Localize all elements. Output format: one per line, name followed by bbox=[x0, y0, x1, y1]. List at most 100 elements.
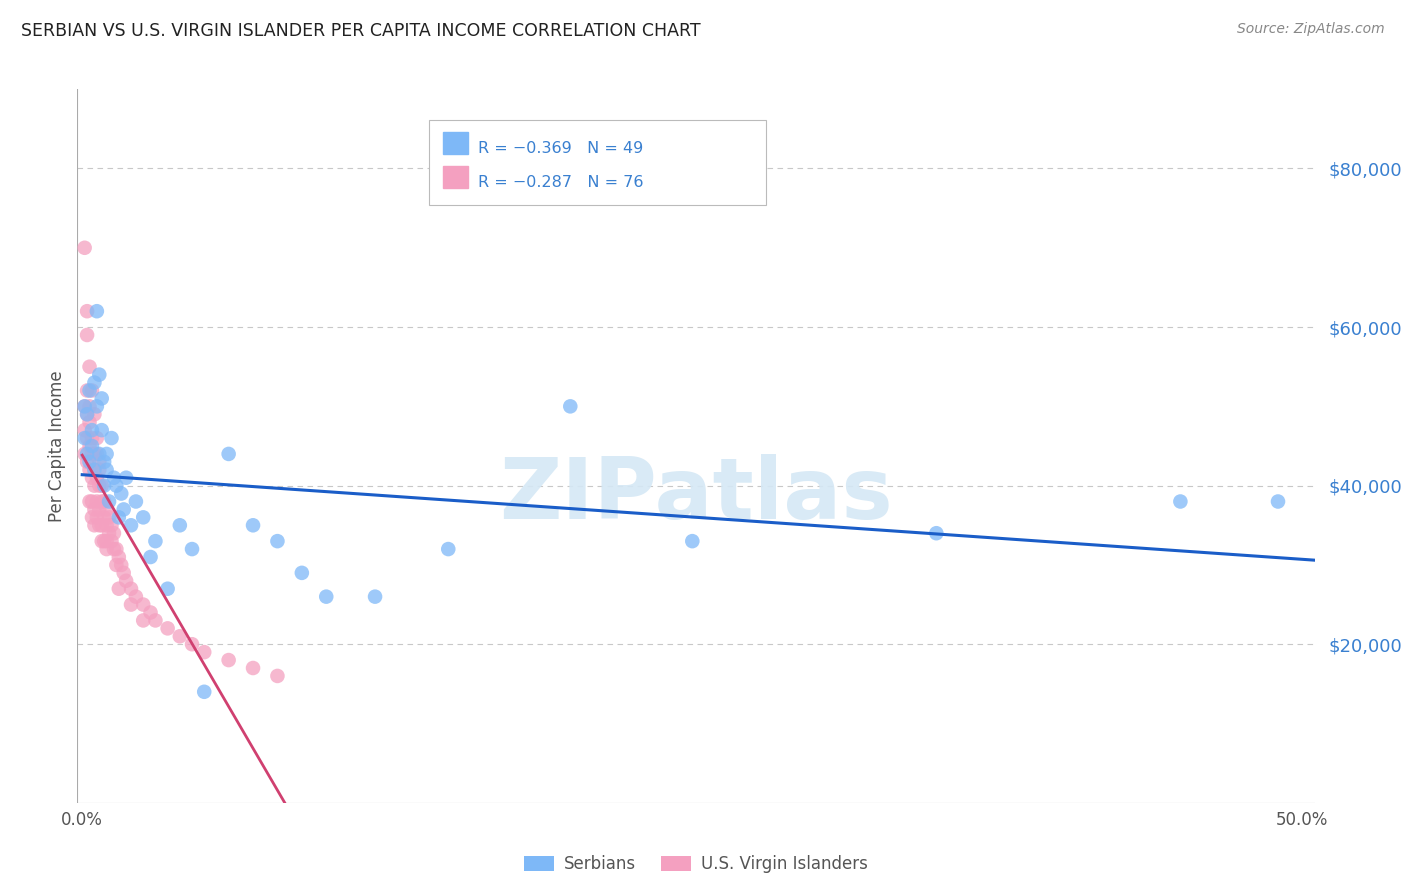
Point bbox=[100, 431, 122, 445]
Point bbox=[90, 534, 112, 549]
Point bbox=[73, 400, 96, 414]
Point bbox=[79, 400, 101, 414]
Y-axis label: Per Capita Income: Per Capita Income bbox=[48, 370, 66, 522]
Point bbox=[112, 502, 135, 516]
Point bbox=[80, 439, 103, 453]
Point bbox=[1267, 494, 1289, 508]
Point bbox=[96, 518, 118, 533]
Point bbox=[86, 304, 108, 318]
Point bbox=[1170, 494, 1192, 508]
Point bbox=[90, 392, 112, 406]
Point bbox=[145, 534, 167, 549]
Point bbox=[93, 494, 115, 508]
Point bbox=[83, 518, 105, 533]
Point bbox=[80, 431, 103, 445]
Point bbox=[79, 415, 101, 429]
Point bbox=[76, 431, 98, 445]
Point bbox=[169, 518, 191, 533]
Point bbox=[100, 518, 122, 533]
Point bbox=[108, 582, 131, 596]
Point bbox=[242, 661, 264, 675]
Point bbox=[83, 407, 105, 421]
Point bbox=[89, 447, 111, 461]
Point bbox=[80, 447, 103, 461]
Point bbox=[89, 463, 111, 477]
Point bbox=[103, 471, 125, 485]
Point bbox=[98, 510, 121, 524]
Text: SERBIAN VS U.S. VIRGIN ISLANDER PER CAPITA INCOME CORRELATION CHART: SERBIAN VS U.S. VIRGIN ISLANDER PER CAPI… bbox=[21, 22, 700, 40]
Point bbox=[79, 455, 101, 469]
Point bbox=[79, 494, 101, 508]
Point bbox=[93, 478, 115, 492]
Point bbox=[437, 542, 460, 557]
Point bbox=[315, 590, 337, 604]
Point bbox=[105, 558, 128, 572]
Point bbox=[98, 494, 121, 508]
Point bbox=[90, 494, 112, 508]
Point bbox=[103, 542, 125, 557]
Point bbox=[242, 518, 264, 533]
Point bbox=[560, 400, 582, 414]
Point bbox=[76, 407, 98, 421]
Point bbox=[83, 463, 105, 477]
Point bbox=[89, 518, 111, 533]
Point bbox=[89, 455, 111, 469]
Point bbox=[218, 447, 240, 461]
Point bbox=[79, 384, 101, 398]
Point bbox=[80, 384, 103, 398]
Point bbox=[139, 606, 162, 620]
Point bbox=[86, 471, 108, 485]
Point bbox=[681, 534, 703, 549]
Point bbox=[291, 566, 314, 580]
Point bbox=[110, 558, 132, 572]
Point bbox=[90, 423, 112, 437]
Point bbox=[266, 669, 288, 683]
Point bbox=[89, 368, 111, 382]
Point bbox=[80, 471, 103, 485]
Point bbox=[90, 478, 112, 492]
Point bbox=[79, 439, 101, 453]
Point bbox=[93, 534, 115, 549]
Point bbox=[76, 384, 98, 398]
Point bbox=[80, 510, 103, 524]
Point bbox=[100, 534, 122, 549]
Point bbox=[89, 502, 111, 516]
Point bbox=[76, 304, 98, 318]
Point bbox=[80, 494, 103, 508]
Point bbox=[266, 534, 288, 549]
Point bbox=[115, 471, 138, 485]
Point bbox=[132, 598, 155, 612]
Point bbox=[218, 653, 240, 667]
Point bbox=[115, 574, 138, 588]
Point bbox=[169, 629, 191, 643]
Point bbox=[98, 526, 121, 541]
Point bbox=[925, 526, 948, 541]
Point bbox=[93, 455, 115, 469]
Point bbox=[76, 447, 98, 461]
Point bbox=[105, 542, 128, 557]
Point bbox=[83, 478, 105, 492]
Point bbox=[83, 463, 105, 477]
Point bbox=[90, 518, 112, 533]
Text: R = −0.369   N = 49: R = −0.369 N = 49 bbox=[478, 141, 644, 156]
Point bbox=[108, 510, 131, 524]
Point bbox=[83, 502, 105, 516]
Point bbox=[73, 241, 96, 255]
Point bbox=[86, 494, 108, 508]
Point bbox=[79, 359, 101, 374]
Point bbox=[96, 447, 118, 461]
Point bbox=[156, 582, 179, 596]
Point bbox=[96, 463, 118, 477]
Point bbox=[125, 494, 148, 508]
Point bbox=[76, 455, 98, 469]
Point bbox=[73, 447, 96, 461]
Text: R = −0.287   N = 76: R = −0.287 N = 76 bbox=[478, 175, 644, 190]
Point bbox=[86, 510, 108, 524]
Point bbox=[193, 645, 215, 659]
Point bbox=[79, 463, 101, 477]
Point bbox=[193, 685, 215, 699]
Point bbox=[76, 407, 98, 421]
Point bbox=[145, 614, 167, 628]
Text: Source: ZipAtlas.com: Source: ZipAtlas.com bbox=[1237, 22, 1385, 37]
Point bbox=[120, 518, 142, 533]
